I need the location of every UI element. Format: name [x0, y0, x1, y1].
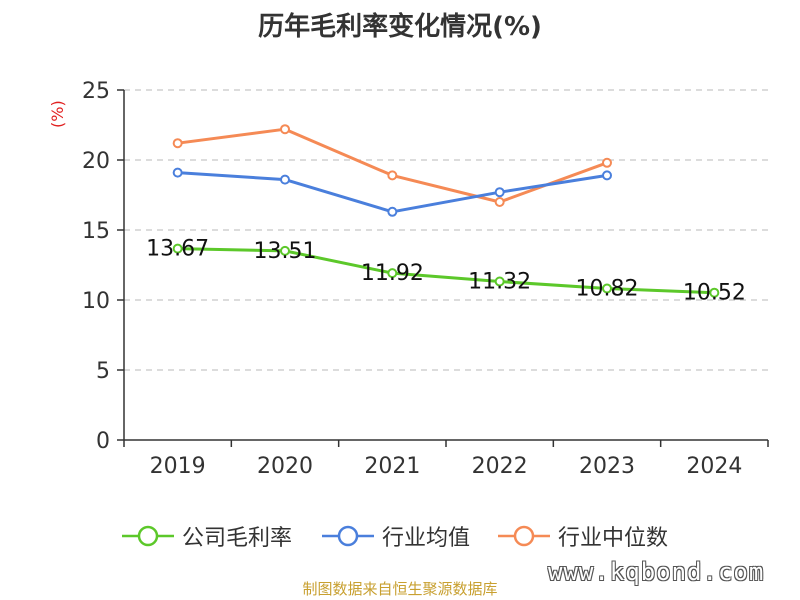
legend-item-company-margin[interactable]: 公司毛利率 — [122, 518, 292, 554]
y-tick-label: 10 — [82, 289, 110, 314]
y-tick-label: 0 — [96, 429, 110, 454]
data-point — [172, 243, 183, 254]
series-line — [177, 127, 608, 204]
legend-item-industry-mean[interactable]: 行业均值 — [322, 518, 470, 554]
watermark: www.kqbond.com — [548, 558, 765, 586]
x-tick-label: 2021 — [364, 454, 420, 479]
data-labels: 13.67 13.51 11.92 11.32 10.82 10.52 — [146, 237, 746, 306]
data-point — [280, 124, 290, 135]
axes: 0 5 10 15 20 25 2019 2020 2021 2022 2023 2024 — [82, 79, 769, 479]
data-label: 13.67 — [146, 237, 209, 262]
legend-marker-circle — [337, 525, 359, 547]
legend-marker-circle — [513, 525, 535, 547]
legend-marker-icon — [498, 525, 550, 547]
x-tick-label: 2020 — [257, 454, 313, 479]
series-lines — [172, 124, 720, 298]
y-tick-label: 15 — [82, 219, 110, 244]
data-point — [387, 206, 398, 217]
legend-marker-icon — [322, 525, 374, 547]
data-point — [494, 187, 505, 198]
data-label: 10.82 — [576, 277, 639, 302]
legend-label: 行业均值 — [382, 526, 471, 551]
legend: 公司毛利率 行业均值 行业中位数 — [0, 518, 800, 554]
legend-marker-circle — [137, 525, 159, 547]
legend-label: 公司毛利率 — [182, 526, 293, 551]
chart-title: 历年毛利率变化情况(%) — [258, 12, 542, 42]
data-label: 13.51 — [254, 239, 317, 264]
legend-item-industry-median[interactable]: 行业中位数 — [498, 518, 668, 554]
data-point — [602, 283, 612, 294]
data-point — [387, 268, 398, 279]
data-point — [709, 287, 720, 298]
data-point — [387, 170, 398, 181]
data-point — [602, 170, 612, 181]
y-tick-label: 25 — [82, 79, 110, 104]
x-tick-label: 2024 — [686, 454, 742, 479]
source-note: 制图数据来自恒生聚源数据库 — [302, 580, 498, 598]
legend-label: 行业中位数 — [558, 526, 669, 551]
data-point — [494, 197, 505, 207]
legend-marker-icon — [122, 525, 174, 547]
y-tick-label: 5 — [96, 359, 110, 384]
series-line — [177, 247, 715, 295]
data-point — [172, 138, 183, 149]
data-point — [280, 245, 290, 256]
grid-lines — [124, 89, 768, 371]
data-point — [172, 167, 183, 178]
y-tick-label: 20 — [82, 149, 110, 174]
data-point — [602, 157, 612, 168]
x-tick-label: 2019 — [150, 454, 206, 479]
data-label: 10.52 — [683, 281, 746, 306]
data-label: 11.92 — [361, 261, 424, 286]
x-tick-label: 2023 — [579, 454, 635, 479]
x-tick-label: 2022 — [472, 454, 528, 479]
data-label: 11.32 — [468, 270, 531, 295]
data-point — [494, 276, 505, 287]
data-point — [280, 174, 290, 185]
